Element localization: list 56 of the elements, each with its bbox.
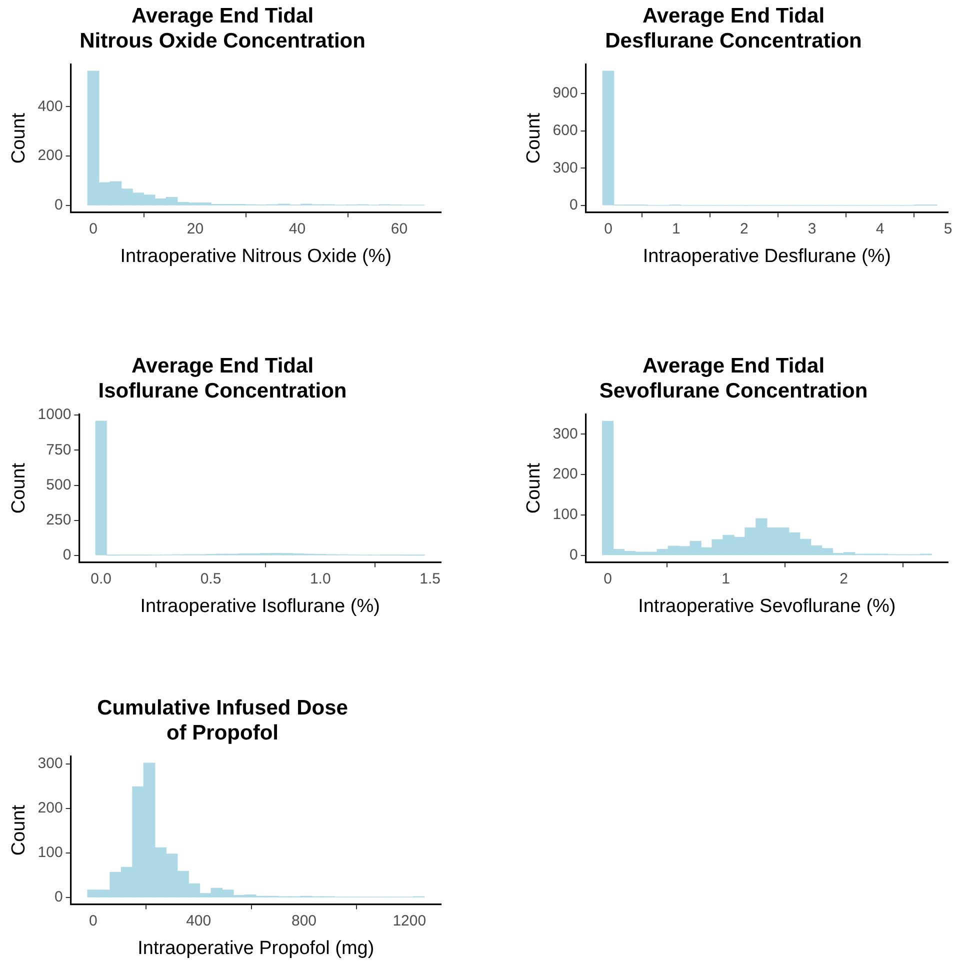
chart-title: Cumulative Infused Dose of Propofol bbox=[97, 696, 348, 745]
x-tick-label: 1 bbox=[722, 570, 730, 588]
x-axis-title: Intraoperative Desflurane (%) bbox=[642, 246, 891, 267]
y-tick-label: 200 bbox=[38, 147, 63, 164]
y-tick-label: 100 bbox=[38, 844, 63, 862]
y-tick-label: 400 bbox=[38, 98, 63, 115]
x-tick-label: 0 bbox=[89, 912, 98, 930]
y-axis-title: Count bbox=[524, 462, 545, 514]
y-axis-title: Count bbox=[524, 112, 545, 164]
chart-title: Average End Tidal Sevoflurane Concentration bbox=[599, 354, 868, 403]
x-tick-label: 1200 bbox=[392, 912, 426, 930]
x-tick-label: 40 bbox=[288, 220, 306, 238]
x-tick-label: 1.0 bbox=[310, 570, 331, 588]
y-tick-label: 300 bbox=[38, 755, 63, 772]
y-tick-label: 200 bbox=[38, 800, 63, 817]
x-tick-label: 1.5 bbox=[420, 570, 440, 588]
x-axis-title: Intraoperative Sevoflurane (%) bbox=[638, 596, 896, 617]
y-tick-label: 100 bbox=[552, 506, 578, 524]
x-tick-label: 4 bbox=[876, 220, 884, 238]
x-tick-label: 800 bbox=[291, 912, 317, 930]
x-tick-label: 20 bbox=[186, 220, 204, 238]
y-tick-label: 750 bbox=[46, 441, 72, 458]
x-tick-label: 1 bbox=[672, 220, 680, 238]
y-tick-label: 300 bbox=[552, 425, 578, 442]
y-tick-label: 900 bbox=[552, 84, 578, 102]
x-tick-label: 0 bbox=[89, 220, 98, 238]
y-axis-title: Count bbox=[8, 462, 30, 514]
y-axis-title: Count bbox=[8, 804, 30, 856]
y-tick-label: 250 bbox=[46, 512, 72, 529]
x-tick-label: 5 bbox=[944, 220, 952, 238]
x-tick-label: 2 bbox=[740, 220, 748, 238]
y-tick-label: 0 bbox=[54, 196, 63, 214]
y-tick-label: 300 bbox=[552, 159, 578, 176]
y-axis-title: Count bbox=[8, 112, 30, 164]
x-tick-label: 3 bbox=[808, 220, 816, 238]
y-tick-label: 0 bbox=[62, 546, 72, 564]
chart-title: Average End Tidal Nitrous Oxide Concentration bbox=[80, 4, 366, 53]
x-tick-label: 2 bbox=[840, 570, 848, 588]
y-tick-label: 200 bbox=[552, 466, 578, 483]
y-tick-label: 600 bbox=[552, 122, 578, 139]
x-tick-label: 60 bbox=[390, 220, 408, 238]
y-tick-label: 500 bbox=[46, 476, 72, 494]
x-axis-title: Intraoperative Isoflurane (%) bbox=[140, 596, 380, 617]
y-tick-label: 0 bbox=[569, 546, 578, 564]
x-tick-label: 400 bbox=[186, 912, 212, 930]
x-axis-title: Intraoperative Nitrous Oxide (%) bbox=[120, 246, 392, 267]
x-tick-label: 0.0 bbox=[90, 570, 112, 588]
x-tick-label: 0 bbox=[604, 570, 612, 588]
x-tick-label: 0.5 bbox=[200, 570, 222, 588]
x-tick-label: 0 bbox=[604, 220, 612, 238]
y-tick-label: 0 bbox=[54, 888, 63, 906]
chart-title: Average End Tidal Isoflurane Concentration bbox=[98, 354, 347, 403]
y-tick-label: 0 bbox=[569, 196, 578, 214]
x-axis-title: Intraoperative Propofol (mg) bbox=[138, 938, 374, 959]
y-tick-label: 1000 bbox=[38, 406, 72, 424]
chart-title: Average End Tidal Desflurane Concentration bbox=[605, 4, 862, 53]
